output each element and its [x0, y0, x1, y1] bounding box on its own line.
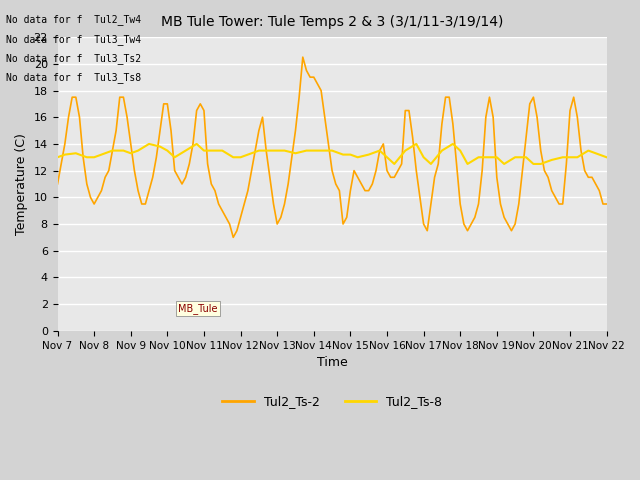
Tul2_Ts-2	[54, 181, 61, 187]
Tul2_Ts-2	[599, 201, 607, 207]
Tul2_Ts-2	[603, 201, 611, 207]
Tul2_Ts-2	[445, 94, 453, 100]
Text: MB_Tule: MB_Tule	[179, 303, 218, 314]
Line: Tul2_Ts-8: Tul2_Ts-8	[58, 144, 607, 164]
Text: No data for f  Tul3_Ts8: No data for f Tul3_Ts8	[6, 72, 141, 83]
Tul2_Ts-8	[401, 148, 409, 154]
Title: MB Tule Tower: Tule Temps 2 & 3 (3/1/11-3/19/14): MB Tule Tower: Tule Temps 2 & 3 (3/1/11-…	[161, 15, 503, 29]
Y-axis label: Temperature (C): Temperature (C)	[15, 133, 28, 235]
Tul2_Ts-8	[171, 155, 179, 160]
Tul2_Ts-8	[603, 155, 611, 160]
Text: No data for f  Tul3_Tw4: No data for f Tul3_Tw4	[6, 34, 141, 45]
Tul2_Ts-8	[255, 148, 262, 154]
Tul2_Ts-8	[145, 141, 153, 147]
Text: No data for f  Tul3_Ts2: No data for f Tul3_Ts2	[6, 53, 141, 64]
Line: Tul2_Ts-2: Tul2_Ts-2	[58, 57, 607, 238]
Tul2_Ts-2	[299, 54, 307, 60]
Tul2_Ts-2	[252, 148, 259, 154]
Tul2_Ts-8	[390, 161, 398, 167]
Tul2_Ts-8	[54, 155, 61, 160]
X-axis label: Time: Time	[317, 356, 348, 369]
Tul2_Ts-2	[409, 134, 417, 140]
Tul2_Ts-2	[328, 168, 336, 173]
Tul2_Ts-2	[394, 168, 402, 173]
Tul2_Ts-8	[193, 141, 200, 147]
Tul2_Ts-8	[354, 155, 362, 160]
Legend: Tul2_Ts-2, Tul2_Ts-8: Tul2_Ts-2, Tul2_Ts-8	[218, 390, 447, 413]
Tul2_Ts-8	[548, 157, 556, 163]
Text: No data for f  Tul2_Tw4: No data for f Tul2_Tw4	[6, 14, 141, 25]
Tul2_Ts-2	[229, 235, 237, 240]
